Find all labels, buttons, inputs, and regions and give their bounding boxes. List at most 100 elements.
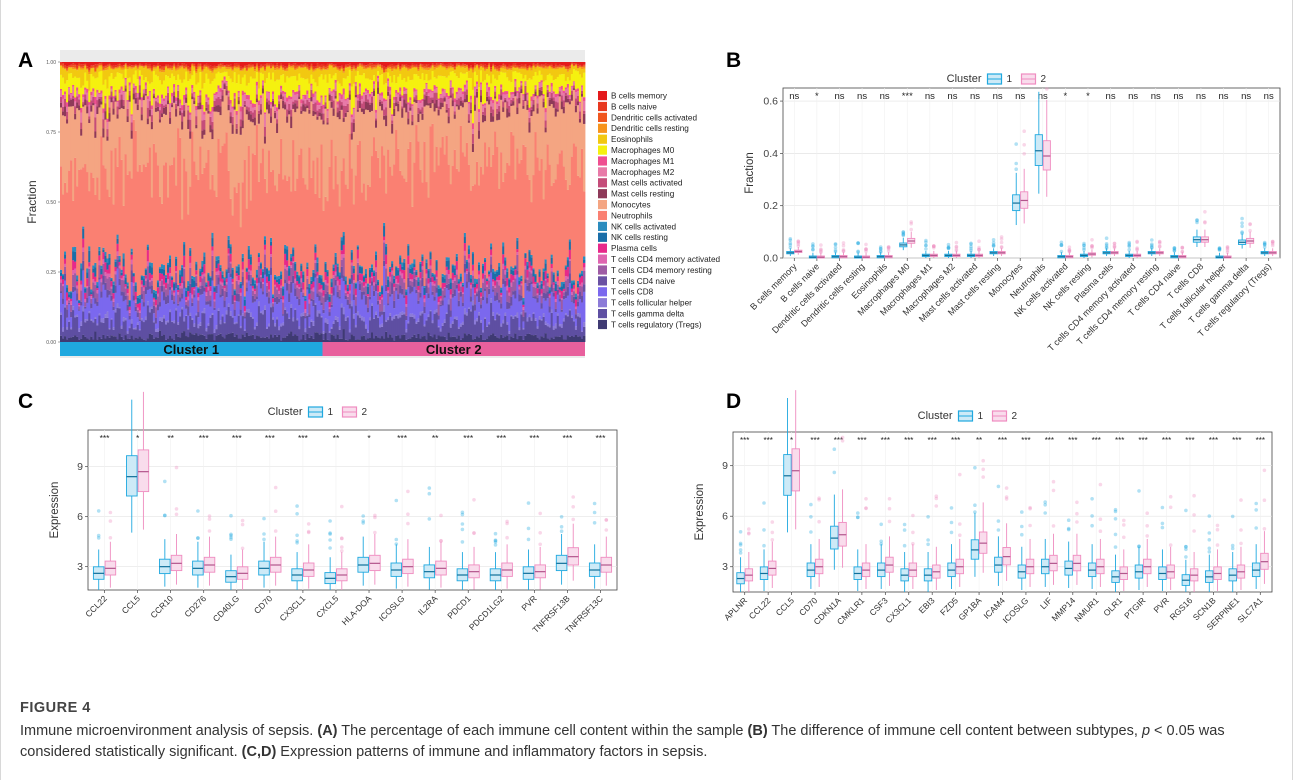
panel-a-stack-segment [469, 95, 473, 100]
panel-a-stack-segment [148, 280, 152, 283]
panel-a-stack-segment [146, 244, 150, 248]
panel-a-stack-segment [237, 68, 241, 75]
panel-a-stack-segment [187, 291, 190, 297]
panel-a-stack-segment [276, 62, 279, 64]
panel-a-stack-segment [486, 101, 489, 167]
panel-a-stack-segment [221, 82, 224, 90]
panel-a-stack-segment [175, 310, 178, 334]
panel-a-stack-segment [259, 68, 263, 73]
panel-a-stack-segment [173, 320, 176, 324]
panel-a-stack-segment [455, 94, 459, 100]
panel-a-stack-segment [375, 109, 378, 113]
panel-a-stack-segment [449, 298, 453, 311]
panel-a-stack-segment [502, 94, 505, 102]
panel-a-stack-segment [265, 285, 269, 293]
panel-a-stack-segment [191, 93, 194, 97]
panel-a-stack-segment [274, 323, 277, 327]
panel-a-stack-segment [239, 134, 243, 228]
panel-a-stack-segment [389, 276, 392, 282]
panel-a-stack-segment [247, 95, 251, 100]
panel-a-stack-segment [419, 66, 422, 79]
panel-a-stack-segment [457, 62, 461, 64]
panel-a-stack-segment [96, 89, 99, 93]
panel-a-stack-segment [512, 337, 515, 342]
panel-a-stack-segment [207, 62, 210, 65]
panel-a-stack-segment [243, 299, 247, 306]
panel-a-stack-segment [284, 244, 287, 249]
panel-a-stack-segment [286, 70, 289, 77]
panel-a-stack-segment [60, 282, 63, 292]
panel-a-stack-segment [326, 68, 329, 70]
panel-a-stack-segment [484, 103, 487, 106]
panel-a-stack-segment [484, 257, 487, 260]
panel-a-stack-segment [492, 333, 495, 342]
panel-a-stack-segment [185, 66, 188, 69]
panel-a-stack-segment [148, 116, 152, 148]
panel-a-stack-segment [286, 335, 289, 342]
panel-a-stack-segment [425, 293, 428, 320]
panel-a-stack-segment [146, 62, 150, 65]
panel-a-stack-segment [306, 78, 309, 91]
panel-a-stack-segment [292, 256, 295, 262]
panel-a-stack-segment [346, 299, 350, 305]
panel-a-stack-segment [445, 92, 449, 98]
panel-a-stack-segment [477, 312, 481, 316]
panel-a-stack-segment [469, 113, 473, 191]
panel-a-stack-segment [459, 291, 463, 297]
panel-a-stack-segment [219, 91, 222, 99]
panel-a-stack-segment [471, 300, 475, 306]
panel-a-stack-segment [142, 287, 146, 291]
panel-a-stack-segment [205, 284, 208, 287]
panel-a-stack-segment [72, 310, 75, 337]
panel-a-stack-segment [154, 307, 158, 318]
panel-a-stack-segment [512, 65, 515, 67]
panel-a-stack-segment [465, 261, 469, 269]
panel-a-stack-segment [417, 300, 420, 304]
panel-a-stack-segment [457, 78, 461, 88]
panel-a-stack-segment [213, 93, 216, 96]
panel-a-stack-segment [423, 66, 426, 68]
panel-a-stack-segment [221, 67, 224, 73]
panel-a-stack-segment [195, 84, 198, 106]
panel-a-stack-segment [334, 67, 338, 74]
panel-a-stack-segment [312, 103, 315, 111]
panel-a-stack-segment [96, 177, 99, 283]
panel-a-stack-segment [480, 322, 483, 335]
panel-a-stack-segment [169, 111, 172, 119]
panel-a-stack-segment [314, 246, 317, 253]
panel-a-stack-segment [261, 64, 265, 67]
panel-a-stack-segment [502, 62, 505, 64]
panel-a-stack-segment [255, 322, 259, 326]
panel-a-stack-segment [377, 291, 380, 293]
panel-a-stack-segment [389, 313, 392, 316]
panel-a-stack-segment [330, 65, 333, 67]
panel-a-stack-segment [415, 64, 418, 66]
panel-a-stack-segment [146, 162, 150, 245]
panel-a-stack-segment [490, 106, 493, 113]
panel-a-stack-segment [276, 111, 279, 120]
panel-a-stack-segment [239, 315, 243, 327]
panel-a-stack-segment [344, 284, 348, 291]
panel-a-stack-segment [377, 279, 380, 282]
panel-a-stack-segment [64, 98, 67, 107]
panel-a-stack-segment [106, 335, 109, 342]
panel-a-stack-segment [344, 280, 348, 285]
panel-a-stack-segment [358, 63, 362, 64]
panel-a-stack-segment [98, 107, 101, 200]
panel-a-stack-segment [201, 104, 204, 110]
panel-a-stack-segment [496, 108, 499, 114]
panel-a-stack-segment [162, 292, 166, 301]
panel-a-stack-segment [427, 64, 430, 68]
panel-a-stack-segment [94, 64, 97, 68]
panel-a-stack-segment [128, 315, 132, 320]
panel-a-stack-segment [397, 335, 400, 342]
panel-a-stack-segment [205, 101, 208, 108]
panel-a-stack-segment [136, 66, 140, 68]
panel-a-stack-segment [397, 284, 400, 295]
panel-a-stack-segment [118, 66, 121, 68]
panel-a-stack-segment [383, 222, 386, 227]
panel-a-stack-segment [106, 273, 109, 279]
panel-a-stack-segment [457, 279, 461, 282]
panel-a-stack-segment [415, 279, 418, 290]
panel-a-stack-segment [459, 283, 463, 287]
